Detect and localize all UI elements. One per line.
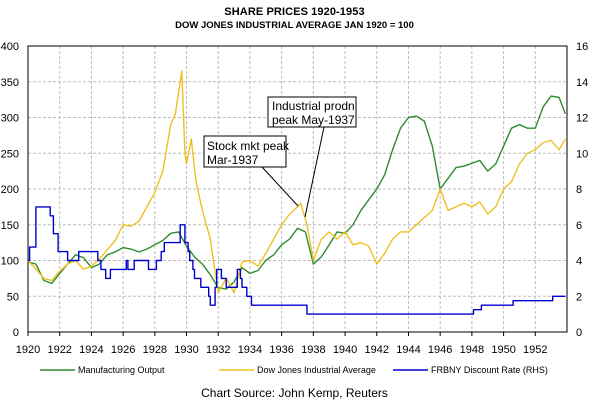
x-tick-label: 1932 — [206, 344, 230, 356]
series-line-manufacturing-output — [27, 95, 567, 290]
series-lines — [27, 70, 567, 315]
x-tick-label: 1946 — [428, 344, 452, 356]
legend-label-dow: Dow Jones Industrial Average — [257, 365, 376, 375]
annotation-industrial-pointer — [304, 126, 325, 218]
x-tick-label: 1934 — [238, 344, 262, 356]
x-axis: 1920 1922 1924 1926 1928 1930 1932 1934 1936 1938… — [16, 332, 548, 356]
legend-label-discount: FRBNY Discount Rate (RHS) — [431, 365, 548, 375]
annotation-industrial: Industrial prodn peak May-1937 — [267, 96, 357, 218]
annotation-industrial-box — [267, 96, 357, 128]
chart-subtitle: DOW JONES INDUSTRIAL AVERAGE JAN 1920 = … — [175, 20, 414, 31]
annotation-industrial-line2: peak May-1937 — [272, 113, 355, 127]
y-left-tick-label: 300 — [1, 113, 19, 125]
y-left-tick-label: 250 — [1, 148, 19, 160]
y-left-tick-label: 100 — [1, 256, 19, 268]
y-axis-left: 0 50 100 150 200 250 300 350 400 — [1, 41, 19, 339]
x-tick-label: 1940 — [333, 344, 357, 356]
y-left-tick-label: 0 — [13, 327, 19, 339]
x-tick-label: 1938 — [301, 344, 325, 356]
y-left-tick-label: 150 — [1, 220, 19, 232]
y-axis-right: 0 2 4 6 8 10 12 14 16 — [576, 41, 588, 339]
annotation-stock-line1: Stock mkt peak — [207, 139, 290, 153]
y-right-tick-label: 0 — [576, 327, 582, 339]
x-tick-label: 1922 — [47, 344, 71, 356]
x-tick-label: 1930 — [174, 344, 198, 356]
legend: Manufacturing Output Dow Jones Industria… — [40, 365, 548, 375]
y-left-tick-label: 50 — [7, 291, 19, 303]
x-tick-label: 1936 — [269, 344, 293, 356]
x-tick-label: 1952 — [523, 344, 547, 356]
annotation-stock-line2: Mar-1937 — [207, 153, 259, 167]
x-tick-label: 1926 — [111, 344, 135, 356]
plot-frame — [27, 45, 568, 333]
y-right-tick-label: 14 — [576, 77, 588, 89]
annotation-stock-pointer — [261, 166, 299, 207]
chart-source: Chart Source: John Kemp, Reuters — [201, 386, 388, 400]
y-right-tick-label: 12 — [576, 113, 588, 125]
legend-label-manufacturing: Manufacturing Output — [78, 365, 165, 375]
x-tick-label: 1928 — [143, 344, 167, 356]
y-right-tick-label: 8 — [576, 184, 582, 196]
y-right-tick-label: 16 — [576, 41, 588, 53]
x-tick-label: 1950 — [491, 344, 515, 356]
x-tick-label: 1920 — [16, 344, 40, 356]
annotation-stock: Stock mkt peak Mar-1937 — [203, 135, 299, 207]
x-tick-label: 1942 — [365, 344, 389, 356]
chart-title: SHARE PRICES 1920-1953 — [224, 6, 365, 18]
x-tick-label: 1924 — [79, 344, 103, 356]
x-tick-label: 1944 — [396, 344, 420, 356]
y-left-tick-label: 200 — [1, 184, 19, 196]
annotation-industrial-line1: Industrial prodn — [272, 99, 355, 113]
y-right-tick-label: 10 — [576, 148, 588, 160]
y-right-tick-label: 4 — [576, 256, 582, 268]
y-right-tick-label: 6 — [576, 220, 582, 232]
series-line-discount-rate — [28, 206, 566, 315]
grid — [27, 45, 567, 333]
y-right-tick-label: 2 — [576, 291, 582, 303]
series-line-dow-jones — [27, 70, 567, 294]
y-left-tick-label: 400 — [1, 41, 19, 53]
y-left-tick-label: 350 — [1, 77, 19, 89]
annotation-stock-box — [203, 135, 287, 168]
x-tick-label: 1948 — [460, 344, 484, 356]
